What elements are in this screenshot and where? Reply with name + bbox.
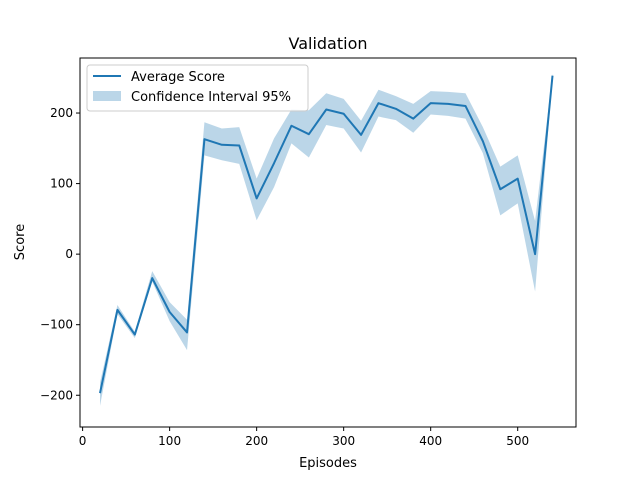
- y-tick-label: 200: [50, 106, 73, 120]
- x-tick-label: 400: [419, 434, 442, 448]
- x-tick-label: 100: [158, 434, 181, 448]
- data-point: [203, 138, 205, 140]
- data-point: [186, 331, 188, 333]
- data-point: [482, 140, 484, 142]
- data-point: [99, 392, 101, 394]
- data-point: [552, 75, 554, 77]
- data-point: [256, 197, 258, 199]
- data-point: [517, 178, 519, 180]
- data-point: [325, 109, 327, 111]
- data-point: [343, 113, 345, 115]
- x-tick-label: 0: [79, 434, 87, 448]
- legend-label-average-score: Average Score: [131, 70, 225, 85]
- data-point: [534, 253, 536, 255]
- data-point: [238, 144, 240, 146]
- data-point: [290, 125, 292, 127]
- data-point: [430, 102, 432, 104]
- y-axis-label: Score: [13, 224, 28, 260]
- confidence-band: [100, 73, 553, 406]
- data-point: [308, 133, 310, 135]
- data-point: [273, 162, 275, 164]
- chart-title: Validation: [288, 34, 367, 53]
- y-tick-label: 100: [50, 177, 73, 191]
- data-point: [447, 103, 449, 105]
- legend-band-swatch: [93, 91, 121, 101]
- y-tick-label: 0: [65, 247, 73, 261]
- data-point: [221, 144, 223, 146]
- x-tick-label: 300: [332, 434, 355, 448]
- x-axis: 0 100 200 300 400 500: [79, 427, 529, 448]
- data-point: [169, 311, 171, 313]
- legend-box: [86, 64, 309, 112]
- data-point: [395, 108, 397, 110]
- data-point: [412, 118, 414, 120]
- data-point: [464, 105, 466, 107]
- x-tick-label: 200: [245, 434, 268, 448]
- data-point: [360, 134, 362, 136]
- legend-label-confidence-interval: Confidence Interval 95%: [131, 90, 291, 105]
- x-tick-label: 500: [506, 434, 529, 448]
- axes-frame: [79, 57, 577, 428]
- data-point: [499, 188, 501, 190]
- legend: Average Score Confidence Interval 95%: [86, 64, 309, 112]
- plot-area: [99, 73, 554, 406]
- average-score-line: [99, 75, 554, 394]
- x-axis-label: Episodes: [299, 456, 357, 471]
- data-point: [151, 277, 153, 279]
- data-point: [134, 334, 136, 336]
- data-point: [377, 102, 379, 104]
- y-tick-label: −200: [40, 388, 73, 402]
- y-tick-label: −100: [40, 318, 73, 332]
- y-axis: −200 −100 0 100 200: [40, 106, 80, 402]
- data-point: [116, 309, 118, 311]
